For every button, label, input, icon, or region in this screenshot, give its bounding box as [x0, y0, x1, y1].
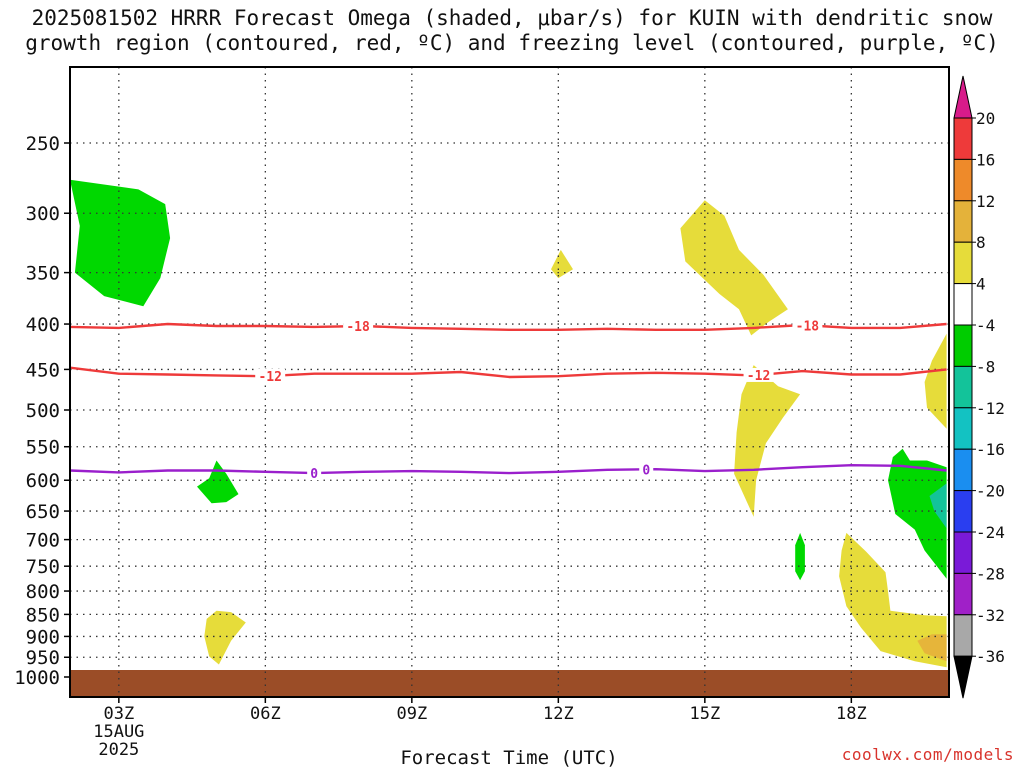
y-tick-label: 850 [26, 604, 60, 626]
grid-layer [70, 67, 949, 697]
y-tick-label: 900 [26, 626, 60, 648]
colorbar-label: -8 [976, 357, 995, 376]
contour-label: 0 [642, 463, 650, 478]
omega-shading-layer [70, 179, 947, 668]
y-tick-label: 400 [26, 314, 60, 336]
colorbar-label: -20 [976, 482, 1005, 501]
colorbar-label: -32 [976, 606, 1005, 625]
omega-region-0 [70, 179, 171, 307]
chart-title: 2025081502 HRRR Forecast Omega (shaded, … [0, 6, 1024, 56]
contour-label: -12 [258, 370, 281, 385]
colorbar-swatch [953, 407, 973, 450]
omega-region-7 [888, 448, 947, 579]
omega-region-10 [917, 634, 947, 662]
colorbar-swatch [953, 200, 973, 243]
y-tick-label: 450 [26, 359, 60, 381]
colorbar-swatch [953, 448, 973, 492]
omega-region-2 [680, 200, 788, 336]
x-tick-label: 18Z [836, 704, 867, 724]
colorbar-swatch [953, 283, 973, 326]
colorbar-top-arrow [953, 75, 973, 119]
colorbar-label: -12 [976, 399, 1005, 418]
chart-title-line-1: 2025081502 HRRR Forecast Omega (shaded, … [31, 6, 993, 30]
colorbar-label: 16 [976, 150, 995, 169]
omega-region-11 [204, 610, 246, 665]
y-tick-label: 300 [26, 203, 60, 225]
colorbar-swatch [953, 614, 973, 657]
colorbar-swatch [953, 324, 973, 367]
colorbar-swatch [953, 531, 973, 574]
colorbar-label: -24 [976, 523, 1005, 542]
colorbar-swatch [953, 241, 973, 285]
y-tick-label: 1000 [14, 667, 60, 689]
terrain-fill [70, 670, 949, 697]
y-axis: 2503003504004505005506006507007508008509… [14, 133, 70, 689]
x-tick-label: 06Z [250, 704, 281, 724]
x-axis-label: Forecast Time (UTC) [400, 747, 617, 768]
omega-region-4 [924, 333, 947, 429]
x-date-label: 2025 [98, 740, 139, 760]
contour-label-bg [307, 466, 322, 481]
y-tick-label: 500 [26, 400, 60, 422]
colorbar-legend: 20 16 12 8 4 -4 -8 -12 -16 -20 -24 -28 -32 -36 [953, 75, 1005, 699]
y-tick-label: 950 [26, 647, 60, 669]
colorbar-swatch [953, 158, 973, 202]
contour-label-bg [343, 319, 374, 334]
x-tick-label: 09Z [396, 704, 427, 724]
y-tick-label: 800 [26, 581, 60, 603]
colorbar-swatch [953, 117, 973, 160]
colorbar-label: 12 [976, 192, 995, 211]
colorbar-label: -4 [976, 316, 995, 335]
y-tick-label: 250 [26, 133, 60, 155]
x-tick-label: 03Z [103, 704, 134, 724]
omega-region-5 [197, 460, 239, 504]
colorbar-label: -36 [976, 647, 1005, 666]
y-tick-label: 550 [26, 437, 60, 459]
omega-region-8 [929, 483, 947, 529]
terrain-layer [70, 670, 949, 697]
contour-line-2 [70, 463, 947, 475]
contour-label-bg [255, 368, 286, 383]
x-tick-label: 15Z [689, 704, 720, 724]
y-tick-label: 600 [26, 470, 60, 492]
plot-frame [69, 66, 950, 698]
contour-label: -18 [796, 319, 820, 334]
colorbar-swatch [953, 365, 973, 409]
y-tick-label: 650 [26, 501, 60, 523]
x-tick-label: 12Z [543, 704, 574, 724]
contour-layer: -18 -18 -12 -12 0 0 [70, 318, 947, 482]
omega-region-9 [839, 532, 947, 668]
contour-label-bg [639, 462, 654, 477]
chart-title-line-2: growth region (contoured, red, ºC) and f… [25, 31, 999, 55]
y-tick-label: 700 [26, 530, 60, 552]
contour-label: 0 [310, 467, 318, 482]
colorbar-swatch [953, 490, 973, 533]
colorbar-label: 8 [976, 233, 986, 252]
colorbar-bottom-arrow [953, 655, 973, 699]
omega-region-6 [795, 532, 805, 581]
site-credit[interactable]: coolwx.com/models [841, 745, 1014, 764]
contour-line-1 [70, 366, 947, 379]
contour-label: -12 [747, 369, 770, 384]
omega-region-3 [734, 365, 801, 517]
colorbar-label: 4 [976, 275, 986, 294]
colorbar-label: -28 [976, 564, 1005, 583]
x-date-label: 15AUG [93, 722, 144, 742]
contour-label-bg [743, 367, 774, 382]
colorbar-swatch [953, 572, 973, 616]
contour-label: -18 [346, 320, 370, 335]
y-tick-label: 750 [26, 556, 60, 578]
colorbar-label: 20 [976, 109, 995, 128]
colorbar-label: -16 [976, 440, 1005, 459]
y-tick-label: 350 [26, 263, 60, 285]
contour-label-bg [792, 318, 823, 333]
omega-region-1 [551, 249, 573, 279]
